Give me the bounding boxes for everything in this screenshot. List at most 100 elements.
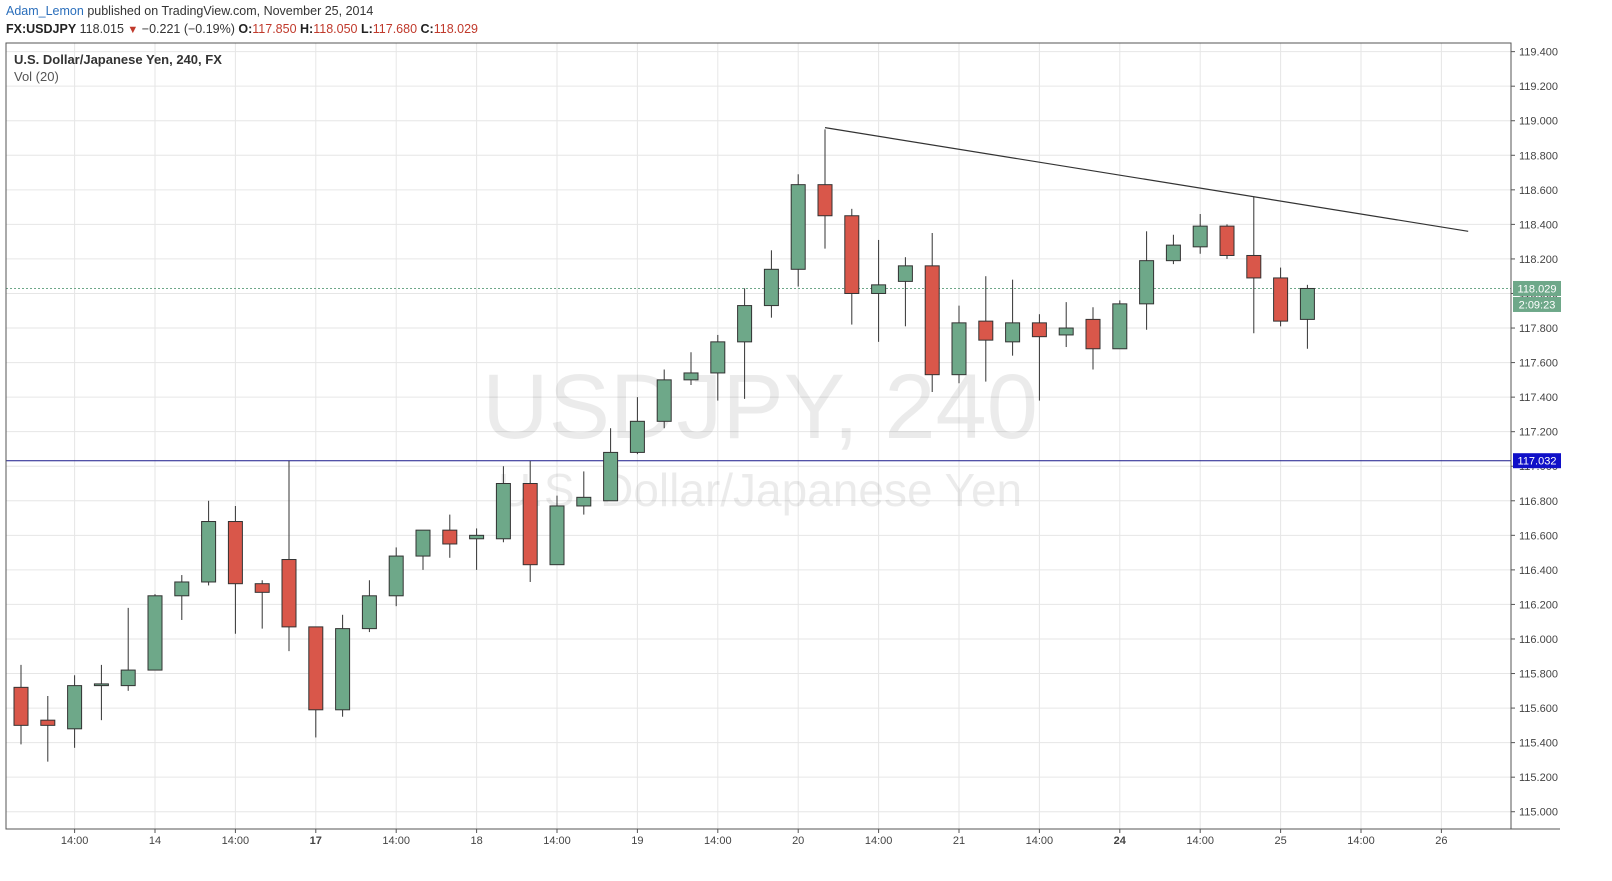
close-value: 118.029 bbox=[433, 22, 478, 36]
x-tick-label: 14:00 bbox=[865, 835, 893, 847]
candle-up bbox=[1192, 214, 1208, 254]
y-tick-label: 117.600 bbox=[1519, 358, 1558, 370]
candle-up bbox=[790, 174, 806, 287]
candle-body bbox=[897, 265, 913, 282]
candle-up bbox=[871, 239, 887, 342]
candle-up bbox=[656, 369, 672, 429]
legend-indicator[interactable]: Vol (20) bbox=[14, 69, 59, 84]
candle-down bbox=[1246, 196, 1262, 334]
y-tick-label: 119.400 bbox=[1519, 47, 1558, 59]
x-tick-label: 14:00 bbox=[382, 835, 410, 847]
x-tick-label: 14 bbox=[149, 835, 161, 847]
legend-title: U.S. Dollar/Japanese Yen, 240, FX bbox=[14, 52, 222, 67]
y-tick-label: 116.600 bbox=[1519, 530, 1558, 542]
candle-body bbox=[1273, 277, 1289, 322]
candle-body bbox=[308, 626, 324, 711]
open-label: O: bbox=[238, 22, 253, 36]
candle-body bbox=[763, 268, 779, 307]
candle-body bbox=[147, 595, 163, 671]
y-tick-label: 116.400 bbox=[1519, 565, 1558, 577]
candle-body bbox=[1031, 322, 1047, 338]
trendline[interactable] bbox=[824, 127, 1469, 232]
candle-down bbox=[1219, 224, 1235, 259]
y-tick-label: 116.200 bbox=[1519, 599, 1558, 611]
candle-up bbox=[710, 334, 726, 401]
candle-up bbox=[120, 607, 136, 691]
x-tick-label: 14:00 bbox=[543, 835, 571, 847]
y-tick-label: 115.600 bbox=[1519, 703, 1558, 715]
candle-body bbox=[227, 521, 243, 585]
x-tick-label: 14:00 bbox=[1347, 835, 1375, 847]
candle-body bbox=[495, 483, 511, 540]
candle-down bbox=[254, 580, 270, 629]
candle-up bbox=[603, 428, 619, 502]
close-label: C: bbox=[420, 22, 434, 36]
candle-body bbox=[469, 534, 485, 540]
candle-down bbox=[522, 461, 538, 582]
candle-body bbox=[1058, 327, 1074, 336]
y-tick-label: 116.800 bbox=[1519, 496, 1558, 508]
y-tick-label: 115.200 bbox=[1519, 772, 1558, 784]
x-tick-label: 14:00 bbox=[704, 835, 732, 847]
candle-body bbox=[361, 595, 377, 630]
watermark-name: U.S. Dollar/Japanese Yen bbox=[498, 464, 1022, 516]
candle-body bbox=[281, 559, 297, 628]
resistance-trendline[interactable] bbox=[824, 127, 1469, 232]
candle-body bbox=[1246, 254, 1262, 279]
candle-body bbox=[442, 529, 458, 545]
x-tick-label: 14:00 bbox=[222, 835, 250, 847]
author-link[interactable]: Adam_Lemon bbox=[6, 4, 84, 18]
y-tick-label: 116.000 bbox=[1519, 634, 1558, 646]
candle-body bbox=[1005, 322, 1021, 343]
open-value: 117.850 bbox=[252, 22, 297, 36]
candle-up bbox=[388, 547, 404, 607]
candle-body bbox=[629, 420, 645, 453]
candle-up bbox=[67, 675, 83, 748]
candle-body bbox=[415, 529, 431, 557]
symbol-label[interactable]: FX:USDJPY bbox=[6, 22, 77, 36]
support-price-tag: 117.032 bbox=[1518, 456, 1557, 468]
candle-up bbox=[1112, 300, 1128, 350]
candle-up bbox=[201, 500, 217, 586]
candle-body bbox=[817, 184, 833, 217]
y-tick-label: 115.400 bbox=[1519, 738, 1558, 750]
last-price-tag: 118.029 bbox=[1518, 283, 1557, 295]
candle-body bbox=[13, 686, 29, 726]
candles bbox=[13, 129, 1315, 762]
candle-up bbox=[469, 528, 485, 570]
x-tick-label: 17 bbox=[310, 835, 322, 847]
candle-up bbox=[147, 594, 163, 671]
candle-body bbox=[871, 284, 887, 294]
candle-body bbox=[67, 685, 83, 730]
header-bar: Adam_Lemon published on TradingView.com,… bbox=[0, 0, 1612, 44]
down-arrow-icon: ▼ bbox=[127, 24, 139, 36]
last-price: 118.015 bbox=[79, 22, 124, 36]
candle-body bbox=[710, 341, 726, 374]
x-tick-label: 19 bbox=[631, 835, 643, 847]
candle-up bbox=[415, 529, 431, 570]
candle-up bbox=[335, 614, 351, 717]
quote-line: FX:USDJPY 118.015 ▼ −0.221 (−0.19%) O:11… bbox=[6, 22, 478, 36]
x-tick-label: 14:00 bbox=[1186, 835, 1214, 847]
candle-body bbox=[924, 265, 940, 376]
candle-body bbox=[603, 451, 619, 502]
candle-up bbox=[951, 305, 967, 384]
candle-up bbox=[1165, 234, 1181, 265]
candle-body bbox=[656, 379, 672, 422]
candle-up bbox=[361, 580, 377, 633]
low-label: L: bbox=[360, 22, 373, 36]
candle-down bbox=[1273, 267, 1289, 327]
x-tick-label: 18 bbox=[470, 835, 482, 847]
candle-body bbox=[174, 581, 190, 597]
low-value: 117.680 bbox=[372, 22, 418, 36]
high-label: H: bbox=[300, 22, 314, 36]
publisher-line: Adam_Lemon published on TradingView.com,… bbox=[6, 4, 373, 18]
candle-body bbox=[201, 521, 217, 583]
candle-up bbox=[93, 664, 109, 721]
candle-up bbox=[1005, 279, 1021, 356]
x-tick-label: 14:00 bbox=[1026, 835, 1054, 847]
y-tick-label: 115.800 bbox=[1519, 669, 1558, 681]
candle-body bbox=[844, 215, 860, 294]
candle-body bbox=[549, 505, 565, 566]
